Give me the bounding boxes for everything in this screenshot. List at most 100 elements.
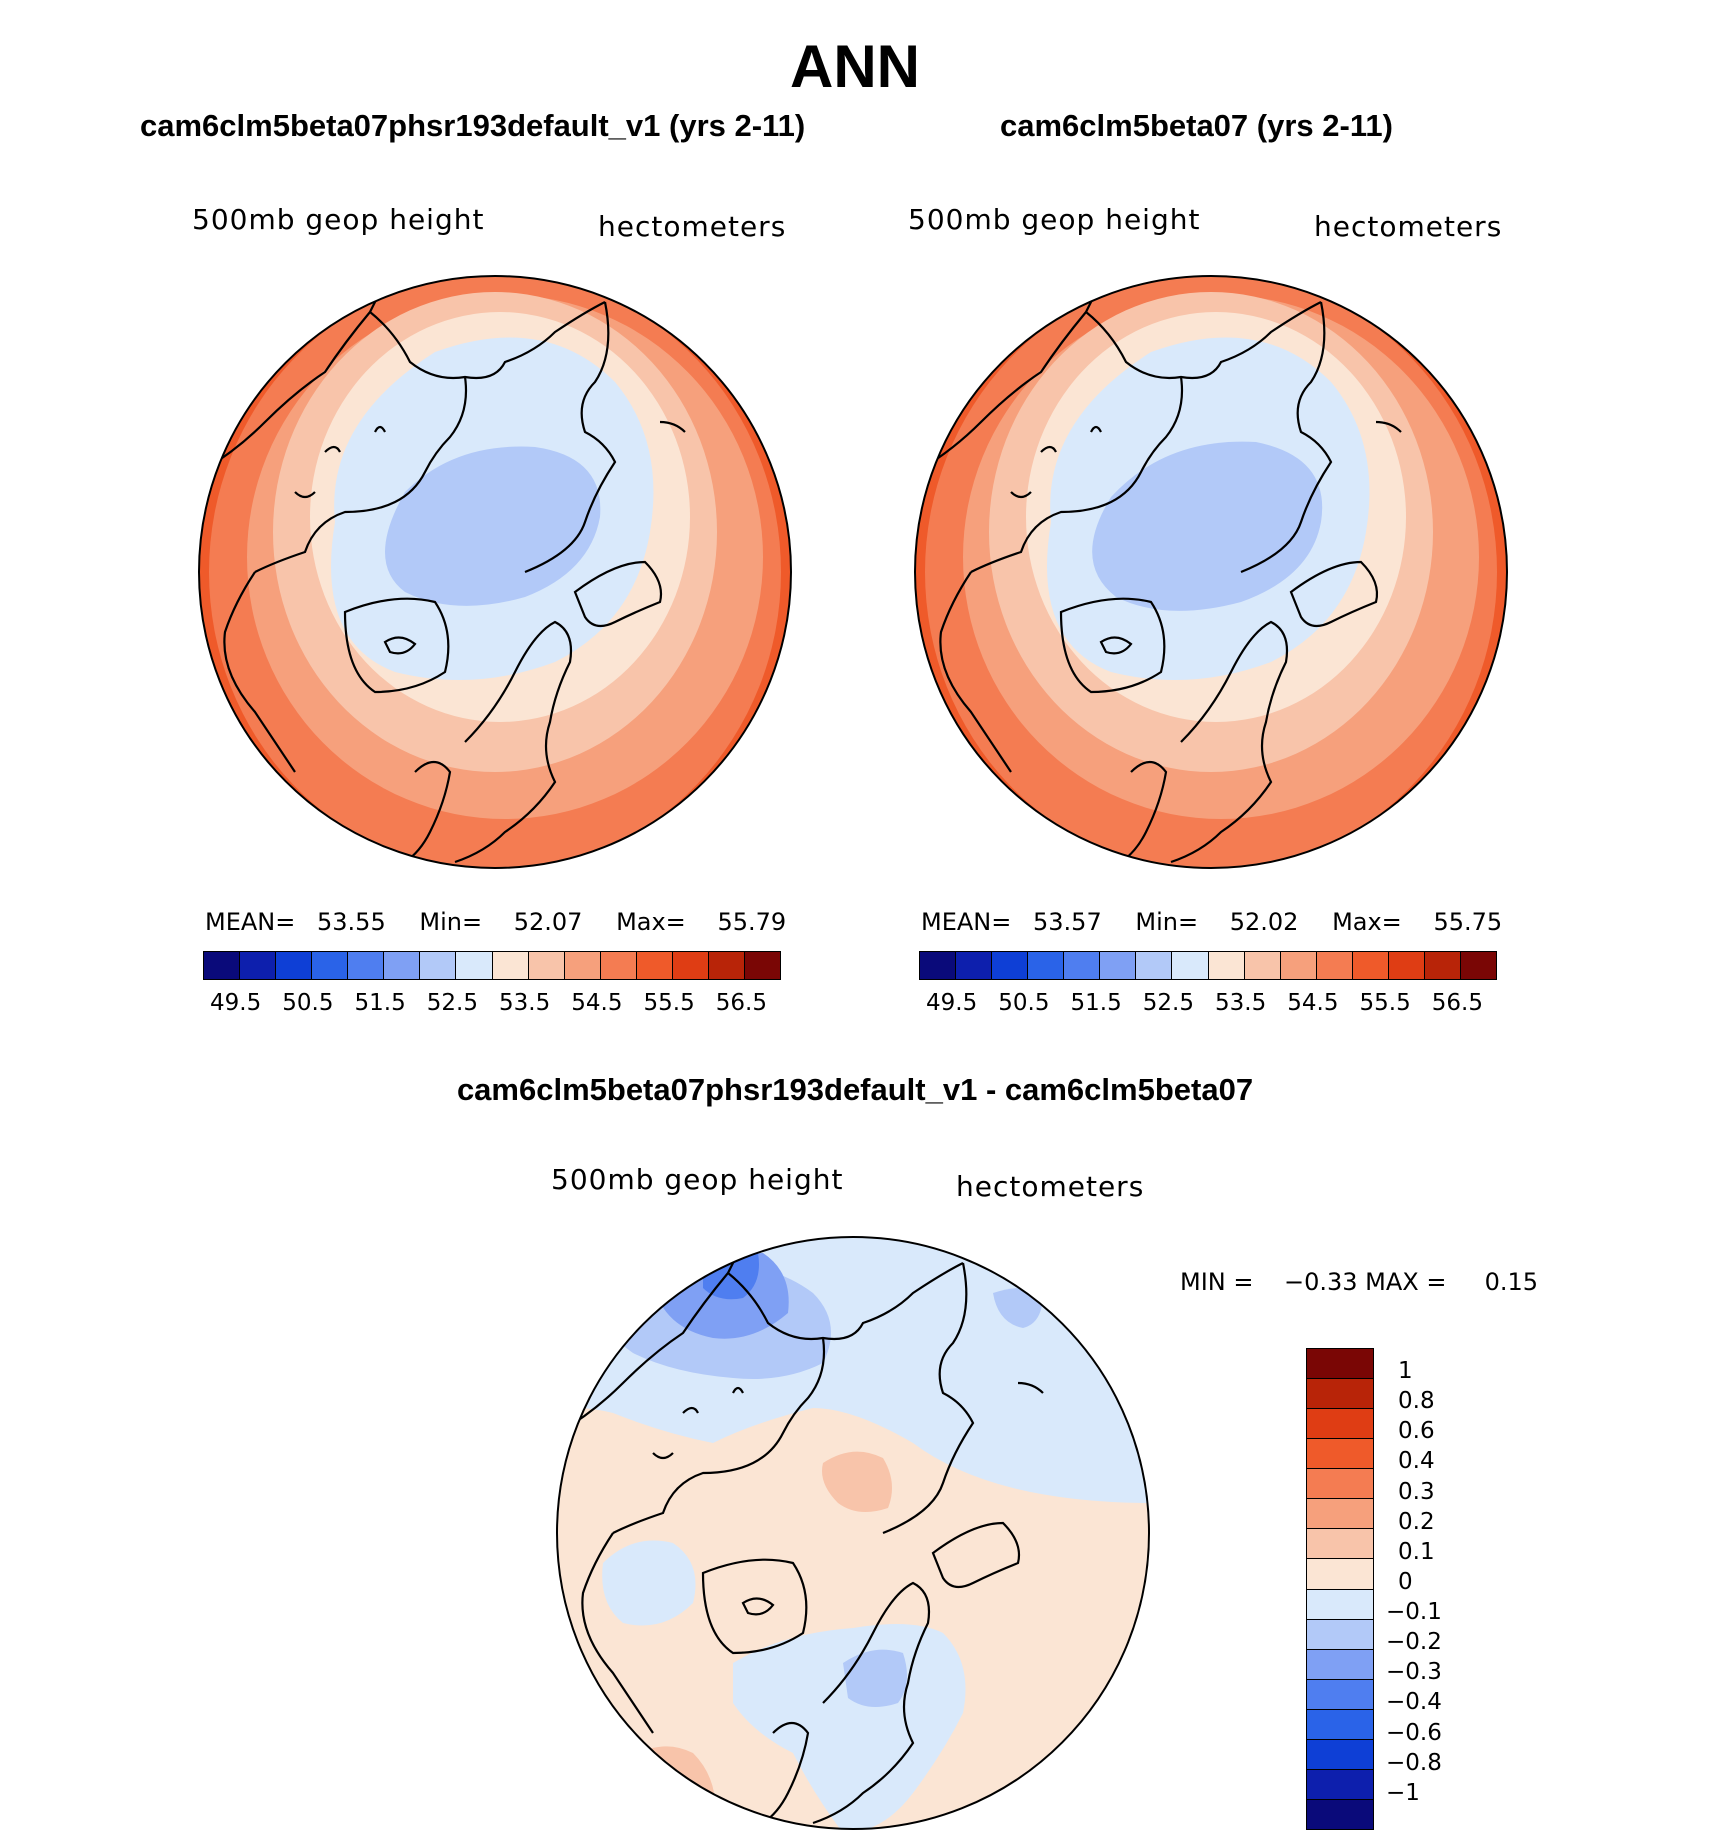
diff-colorbar-label: 0.3 [1398,1478,1435,1505]
colorbar-tick-label: 54.5 [571,990,623,1016]
colorbar-swatch [1028,952,1065,979]
colorbar-swatch [1208,952,1245,979]
colorbar-swatch [456,952,493,979]
difference-title: cam6clm5beta07phsr193default_v1 - cam6cl… [456,1072,1254,1107]
diff-colorbar-label: −0.4 [1386,1689,1442,1716]
band-0.1-to-0.2-center [822,1451,892,1512]
diff-colorbar-label: −0.2 [1386,1629,1442,1656]
panel2-variable-label: 500mb geop height [908,203,1201,236]
panel2-min-label: Min= [1135,908,1199,936]
colorbar-tick-label: 54.5 [1287,990,1339,1016]
colorbar-swatch [1316,952,1353,979]
colorbar-swatch [1307,1499,1373,1530]
diff-colorbar-label: −0.3 [1386,1659,1442,1686]
panel1-colorbar [203,951,781,980]
colorbar-swatch [1307,1649,1373,1680]
panel2-coastlines [915,291,1402,864]
diff-colorbar-label: 1 [1398,1358,1413,1384]
colorbar-swatch [1460,952,1496,979]
colorbar-swatch [420,952,457,979]
diff-colorbar-label: 0.1 [1398,1538,1435,1565]
panel1-units-label: hectometers [598,210,787,243]
colorbar-tick-label: 52.5 [1142,990,1194,1016]
colorbar-swatch [1136,952,1173,979]
colorbar-swatch [240,952,277,979]
difference-map [556,1236,1150,1830]
band-52 [385,446,601,606]
panel1-mean-label: MEAN= [205,908,296,936]
colorbar-swatch [1244,952,1281,979]
band-neg0.1-south [733,1624,966,1829]
colorbar-tick-label: 51.5 [1070,990,1122,1016]
colorbar-swatch [1424,952,1461,979]
band-neg0.2-south [843,1649,907,1707]
panel1-variable-label: 500mb geop height [192,203,485,236]
colorbar-swatch [1307,1469,1373,1500]
panel2-mean-value: 53.57 [1033,908,1102,936]
diff-colorbar-label: 0.6 [1398,1418,1435,1445]
diff-colorbar-label: −0.8 [1386,1749,1442,1776]
difference-map-border [556,1236,1150,1830]
panel1-stats: MEAN= 53.55 Min= 52.07 Max= 55.79 [205,908,786,936]
main-title: ANN [790,33,920,100]
panel2-max-label: Max= [1332,908,1402,936]
diff-colorbar-label: −0.6 [1386,1719,1442,1746]
colorbar-swatch [528,952,565,979]
panel1-mean-value: 53.55 [317,908,386,936]
band-neg0.2-east [993,1288,1043,1328]
colorbar-tick-label: 49.5 [210,990,262,1016]
colorbar-tick-label: 52.5 [426,990,478,1016]
panel1-max-value: 55.79 [717,908,787,936]
difference-variable-label: 500mb geop height [551,1163,844,1196]
band-52 [1092,441,1323,611]
colorbar-swatch [1307,1379,1373,1410]
colorbar-tick-label: 50.5 [282,990,334,1016]
colorbar-swatch [1064,952,1101,979]
colorbar-swatch [920,952,957,979]
colorbar-tick-label: 51.5 [354,990,406,1016]
colorbar-tick-label: 50.5 [998,990,1050,1016]
colorbar-swatch [992,952,1029,979]
colorbar-swatch [204,952,241,979]
panel1-title: cam6clm5beta07phsr193default_v1 (yrs 2-1… [140,108,806,143]
colorbar-swatch [1307,1439,1373,1470]
colorbar-swatch [564,952,601,979]
colorbar-tick-label: 53.5 [499,990,551,1016]
diff-colorbar-label: −1 [1386,1779,1420,1806]
difference-units-label: hectometers [956,1170,1145,1203]
colorbar-swatch [1307,1709,1373,1740]
colorbar-swatch [1307,1409,1373,1440]
colorbar-swatch [1307,1769,1373,1800]
panel1-map-border [198,275,792,869]
diff-colorbar-label: 0.4 [1398,1448,1435,1475]
colorbar-swatch [1307,1679,1373,1710]
colorbar-tick-label: 55.5 [1359,990,1411,1016]
colorbar-tick-label: 53.5 [1215,990,1267,1016]
colorbar-swatch [1352,952,1389,979]
colorbar-swatch [600,952,637,979]
colorbar-tick-label: 55.5 [643,990,695,1016]
colorbar-swatch [348,952,385,979]
colorbar-swatch [492,952,529,979]
colorbar-swatch [744,952,780,979]
colorbar-swatch [1307,1799,1373,1829]
panel2-min-value: 52.02 [1229,908,1299,936]
panel1-map [198,275,792,869]
colorbar-tick-label: 49.5 [926,990,978,1016]
colorbar-swatch [1307,1739,1373,1770]
panel2-max-value: 55.75 [1433,908,1503,936]
colorbar-swatch [672,952,709,979]
panel2-map [914,275,1508,869]
colorbar-swatch [956,952,993,979]
colorbar-swatch [1307,1559,1373,1590]
diff-colorbar-label: 0.8 [1398,1388,1435,1415]
panel1-max-label: Max= [616,908,686,936]
colorbar-swatch [1172,952,1209,979]
band-neg0.1-west [602,1540,696,1626]
colorbar-swatch [1280,952,1317,979]
colorbar-swatch [1307,1589,1373,1620]
colorbar-swatch [1307,1529,1373,1560]
colorbar-tick-label: 56.5 [1431,990,1483,1016]
panel1-coastlines [199,291,686,864]
colorbar-swatch [708,952,745,979]
